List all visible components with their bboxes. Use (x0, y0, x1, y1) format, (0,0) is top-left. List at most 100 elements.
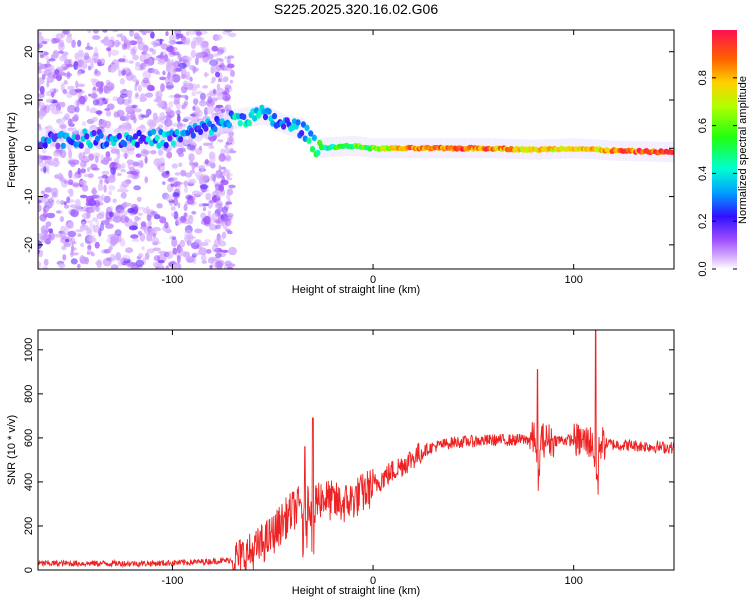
spectrogram-noise-mark (81, 184, 89, 192)
spectrogram-noise-mark (188, 236, 197, 239)
spectrogram-noise-mark (67, 127, 74, 131)
spectrogram-noise-mark (175, 33, 180, 40)
spectrogram-noise-mark (159, 38, 163, 45)
spectrogram-noise-mark (74, 52, 80, 60)
spectrogram-noise-mark (140, 114, 150, 118)
spectrogram-noise-mark (45, 98, 53, 104)
spectrogram-noise-mark (68, 118, 74, 127)
spectrogram-noise-mark (117, 188, 123, 193)
spectrogram-noise-mark (182, 118, 189, 123)
spectrogram-noise-mark (83, 52, 90, 60)
spectrogram-ridge-mark (75, 134, 81, 141)
spectrogram-halo-mark (305, 122, 309, 143)
spectrogram-halo-mark (208, 116, 212, 137)
spectrogram-noise-mark (38, 43, 44, 48)
spectrogram-noise-mark (187, 30, 196, 36)
spectrogram-noise-mark (179, 239, 186, 248)
spectrogram-noise-mark (204, 71, 208, 78)
spectrogram-noise-mark (110, 49, 119, 56)
spectrogram-noise-mark (124, 152, 128, 159)
spectrogram-noise-mark (42, 148, 47, 154)
spectrogram-noise-mark (135, 153, 142, 158)
spectrogram-noise-mark (42, 266, 48, 269)
spectrogram-noise-mark (113, 157, 120, 164)
spectrogram-noise-mark (173, 100, 181, 105)
spectrogram-noise-mark (45, 160, 52, 164)
spectrogram-noise-mark (71, 241, 77, 245)
spectrogram-noise-mark (54, 110, 63, 115)
spectrogram-noise-mark (200, 164, 205, 172)
spectrogram-noise-mark (122, 152, 129, 158)
spectrogram-ridge-mark (206, 120, 213, 127)
spectrogram-ridge-mark (266, 108, 272, 115)
spectrogram-noise-mark (169, 202, 173, 207)
spectrogram-noise-mark (179, 247, 184, 253)
spectrogram-noise-mark (191, 190, 201, 197)
spectrogram-noise-mark (59, 39, 65, 48)
spectrogram-noise-mark (224, 172, 233, 177)
spectrogram-noise-mark (226, 63, 235, 69)
spectrogram-noise-mark (124, 69, 132, 77)
spectrogram-ridge-mark (262, 113, 269, 121)
spectrogram-noise-mark (212, 88, 217, 95)
spectrogram-noise-mark (195, 30, 202, 35)
spectrogram-halo-mark (163, 128, 167, 149)
snr-ytick-label: 0 (23, 567, 35, 573)
spectrogram-noise-mark (76, 99, 80, 107)
spectrogram-noise-mark (71, 182, 80, 187)
spectrogram-noise-mark (144, 30, 154, 34)
spectrogram-noise-mark (214, 34, 223, 41)
spectrogram-halo-mark (122, 128, 126, 149)
spectrogram-noise-mark (141, 246, 145, 251)
spectrogram-noise-mark (183, 100, 189, 106)
spectrogram-noise-mark (225, 201, 233, 205)
spectrogram-noise-mark (182, 251, 191, 258)
spectrogram-noise-mark (38, 161, 47, 168)
spectrogram-noise-mark (157, 259, 165, 264)
spectrogram-noise-mark (119, 78, 126, 85)
spectrogram-noise-mark (121, 122, 131, 131)
snr-xlabel: Height of straight line (km) (292, 585, 420, 597)
spectrogram-noise-mark (125, 113, 130, 122)
spectrogram-ridge-mark (203, 125, 209, 132)
spectrogram-noise-mark (134, 82, 138, 92)
spectrogram-noise-mark (98, 119, 108, 129)
spectrogram-noise-mark (48, 234, 52, 242)
spectrogram-noise-mark (226, 57, 231, 65)
colorbar-tick-label: 0.4 (697, 166, 709, 181)
spectrogram-noise-mark (40, 238, 47, 243)
spectrogram-noise-mark (166, 151, 173, 159)
spectrogram-noise-mark (192, 252, 201, 256)
spectrogram-noise-mark (79, 160, 87, 168)
spectrogram-noise-mark (195, 57, 199, 66)
spectrogram-noise-mark (83, 173, 90, 178)
spectrogram-noise-mark (198, 247, 208, 256)
spectrogram-noise-mark (90, 163, 98, 171)
spectrogram-halo-mark (38, 128, 41, 149)
snr-xtick-label: 0 (370, 575, 376, 587)
spectrogram-noise-mark (87, 245, 92, 250)
spectrogram-noise-mark (74, 106, 80, 113)
spectrogram-noise-mark (201, 253, 207, 262)
spectrogram-noise-mark (90, 59, 94, 69)
spectrogram-noise-mark (189, 113, 196, 118)
spectrogram-noise-mark (89, 107, 97, 114)
spectrogram-noise-mark (226, 193, 231, 200)
spectrogram-noise-mark (132, 54, 139, 61)
spectrogram-noise-mark (162, 70, 166, 76)
spectrogram-noise-mark (51, 193, 59, 198)
spectrogram-noise-mark (74, 100, 80, 107)
spectrogram-noise-mark (165, 107, 172, 113)
spectrogram-noise-mark (204, 134, 209, 140)
spectrogram-noise-mark (209, 265, 213, 269)
spectrogram-noise-mark (133, 108, 142, 113)
spectrogram-noise-mark (44, 187, 53, 193)
spectrogram-noise-mark (70, 249, 74, 258)
spectrogram-noise-mark (125, 72, 134, 81)
spectrogram-noise-mark (211, 244, 219, 253)
spectrogram-noise-mark (224, 30, 233, 33)
spectrogram-noise-mark (62, 88, 67, 95)
spectrogram-noise-mark (180, 73, 186, 80)
spectrogram-noise-mark (167, 71, 171, 80)
spectrogram-noise-mark (112, 211, 120, 218)
